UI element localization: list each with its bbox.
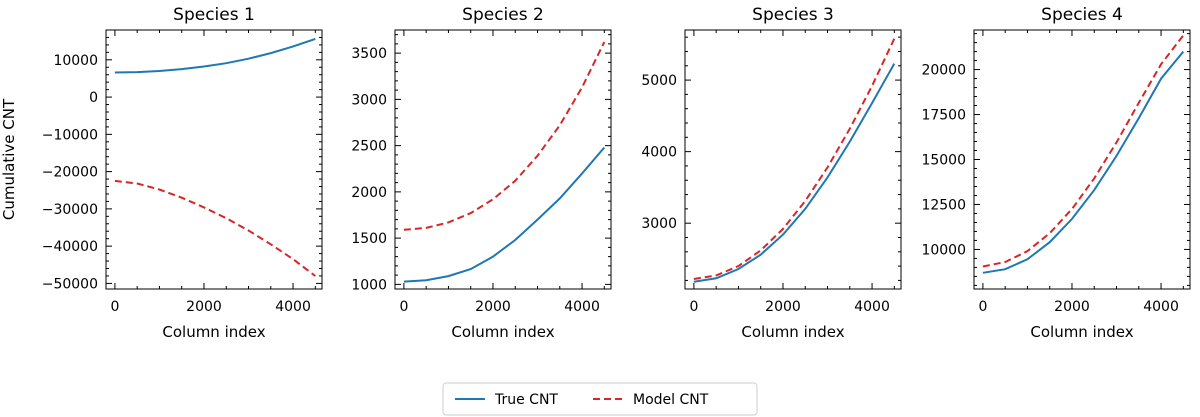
plot-frame [394,29,612,290]
y-tick-label: −30000 [42,202,98,218]
subplot-3: 0 2000 4000 3000 4000 5000 Species 3 Column ind… [641,5,902,341]
plot-frame [973,29,1191,290]
y-tick-label: 3500 [351,46,387,62]
series-line-true-cnt [114,37,316,74]
y-tick-label: 17500 [921,108,966,124]
y-tick-label: −10000 [42,127,98,143]
x-tick-label: 2000 [1054,299,1090,315]
subplot-4: 0 2000 4000 10000 12500 15000 17500 20000 Specie… [921,5,1191,341]
legend-label: True CNT [494,392,558,408]
legend-label: Model CNT [633,392,709,408]
series-line-model-cnt [114,179,316,277]
y-tick-label: 15000 [921,153,966,169]
subplot-2: 0 2000 4000 1000 1500 2000 2500 3000 3500 Species… [351,5,612,341]
x-tick-label: 4000 [564,299,600,315]
y-tick-label: 10000 [921,242,966,258]
x-tick-label: 2000 [765,299,801,315]
x-tick-label: 0 [978,299,987,315]
y-tick-label: 12500 [921,197,966,213]
x-tick-label: 0 [110,299,119,315]
subplot-title: Species 3 [752,5,834,25]
x-axis-label: Column index [451,323,554,341]
subplot-title: Species 4 [1041,5,1123,25]
series-line-true-cnt [693,63,896,283]
series-line-model-cnt [693,38,896,280]
legend: True CNT Model CNT [442,382,758,416]
x-tick-label: 2000 [475,299,511,315]
y-axis-label: Cumulative CNT [0,98,18,220]
x-tick-label: 0 [399,299,408,315]
x-tick-label: 4000 [1143,299,1179,315]
y-tick-label: −50000 [42,276,98,292]
series-line-true-cnt [982,50,1185,274]
series-line-true-cnt [403,146,606,283]
y-tick-label: 3000 [641,216,677,232]
x-tick-label: 0 [689,299,698,315]
subplot-title: Species 2 [462,5,544,25]
x-axis-label: Column index [741,323,844,341]
y-tick-label: 2000 [351,185,387,201]
y-tick-label: −20000 [42,165,98,181]
plot-frame [684,29,902,290]
y-tick-label: 1000 [351,277,387,293]
x-axis-label: Column index [1030,323,1133,341]
y-tick-label: −40000 [42,239,98,255]
plot-frame [105,29,323,290]
series-line-model-cnt [982,34,1185,268]
x-tick-label: 4000 [854,299,890,315]
x-axis-label: Column index [162,323,265,341]
y-tick-label: 4000 [641,145,677,161]
x-tick-label: 2000 [186,299,222,315]
y-tick-label: 20000 [921,63,966,79]
y-tick-label: 10000 [53,53,98,69]
subplot-title: Species 1 [173,5,255,25]
series-line-model-cnt [403,41,606,231]
y-tick-label: 3000 [351,92,387,108]
y-tick-label: 2500 [351,139,387,155]
y-tick-label: 1500 [351,231,387,247]
y-tick-label: 0 [89,90,98,106]
y-tick-label: 5000 [641,73,677,89]
subplot-1: 0 2000 4000 −50000 −40000 −30000 −20000 −10000 0… [0,5,323,341]
x-tick-label: 4000 [275,299,311,315]
